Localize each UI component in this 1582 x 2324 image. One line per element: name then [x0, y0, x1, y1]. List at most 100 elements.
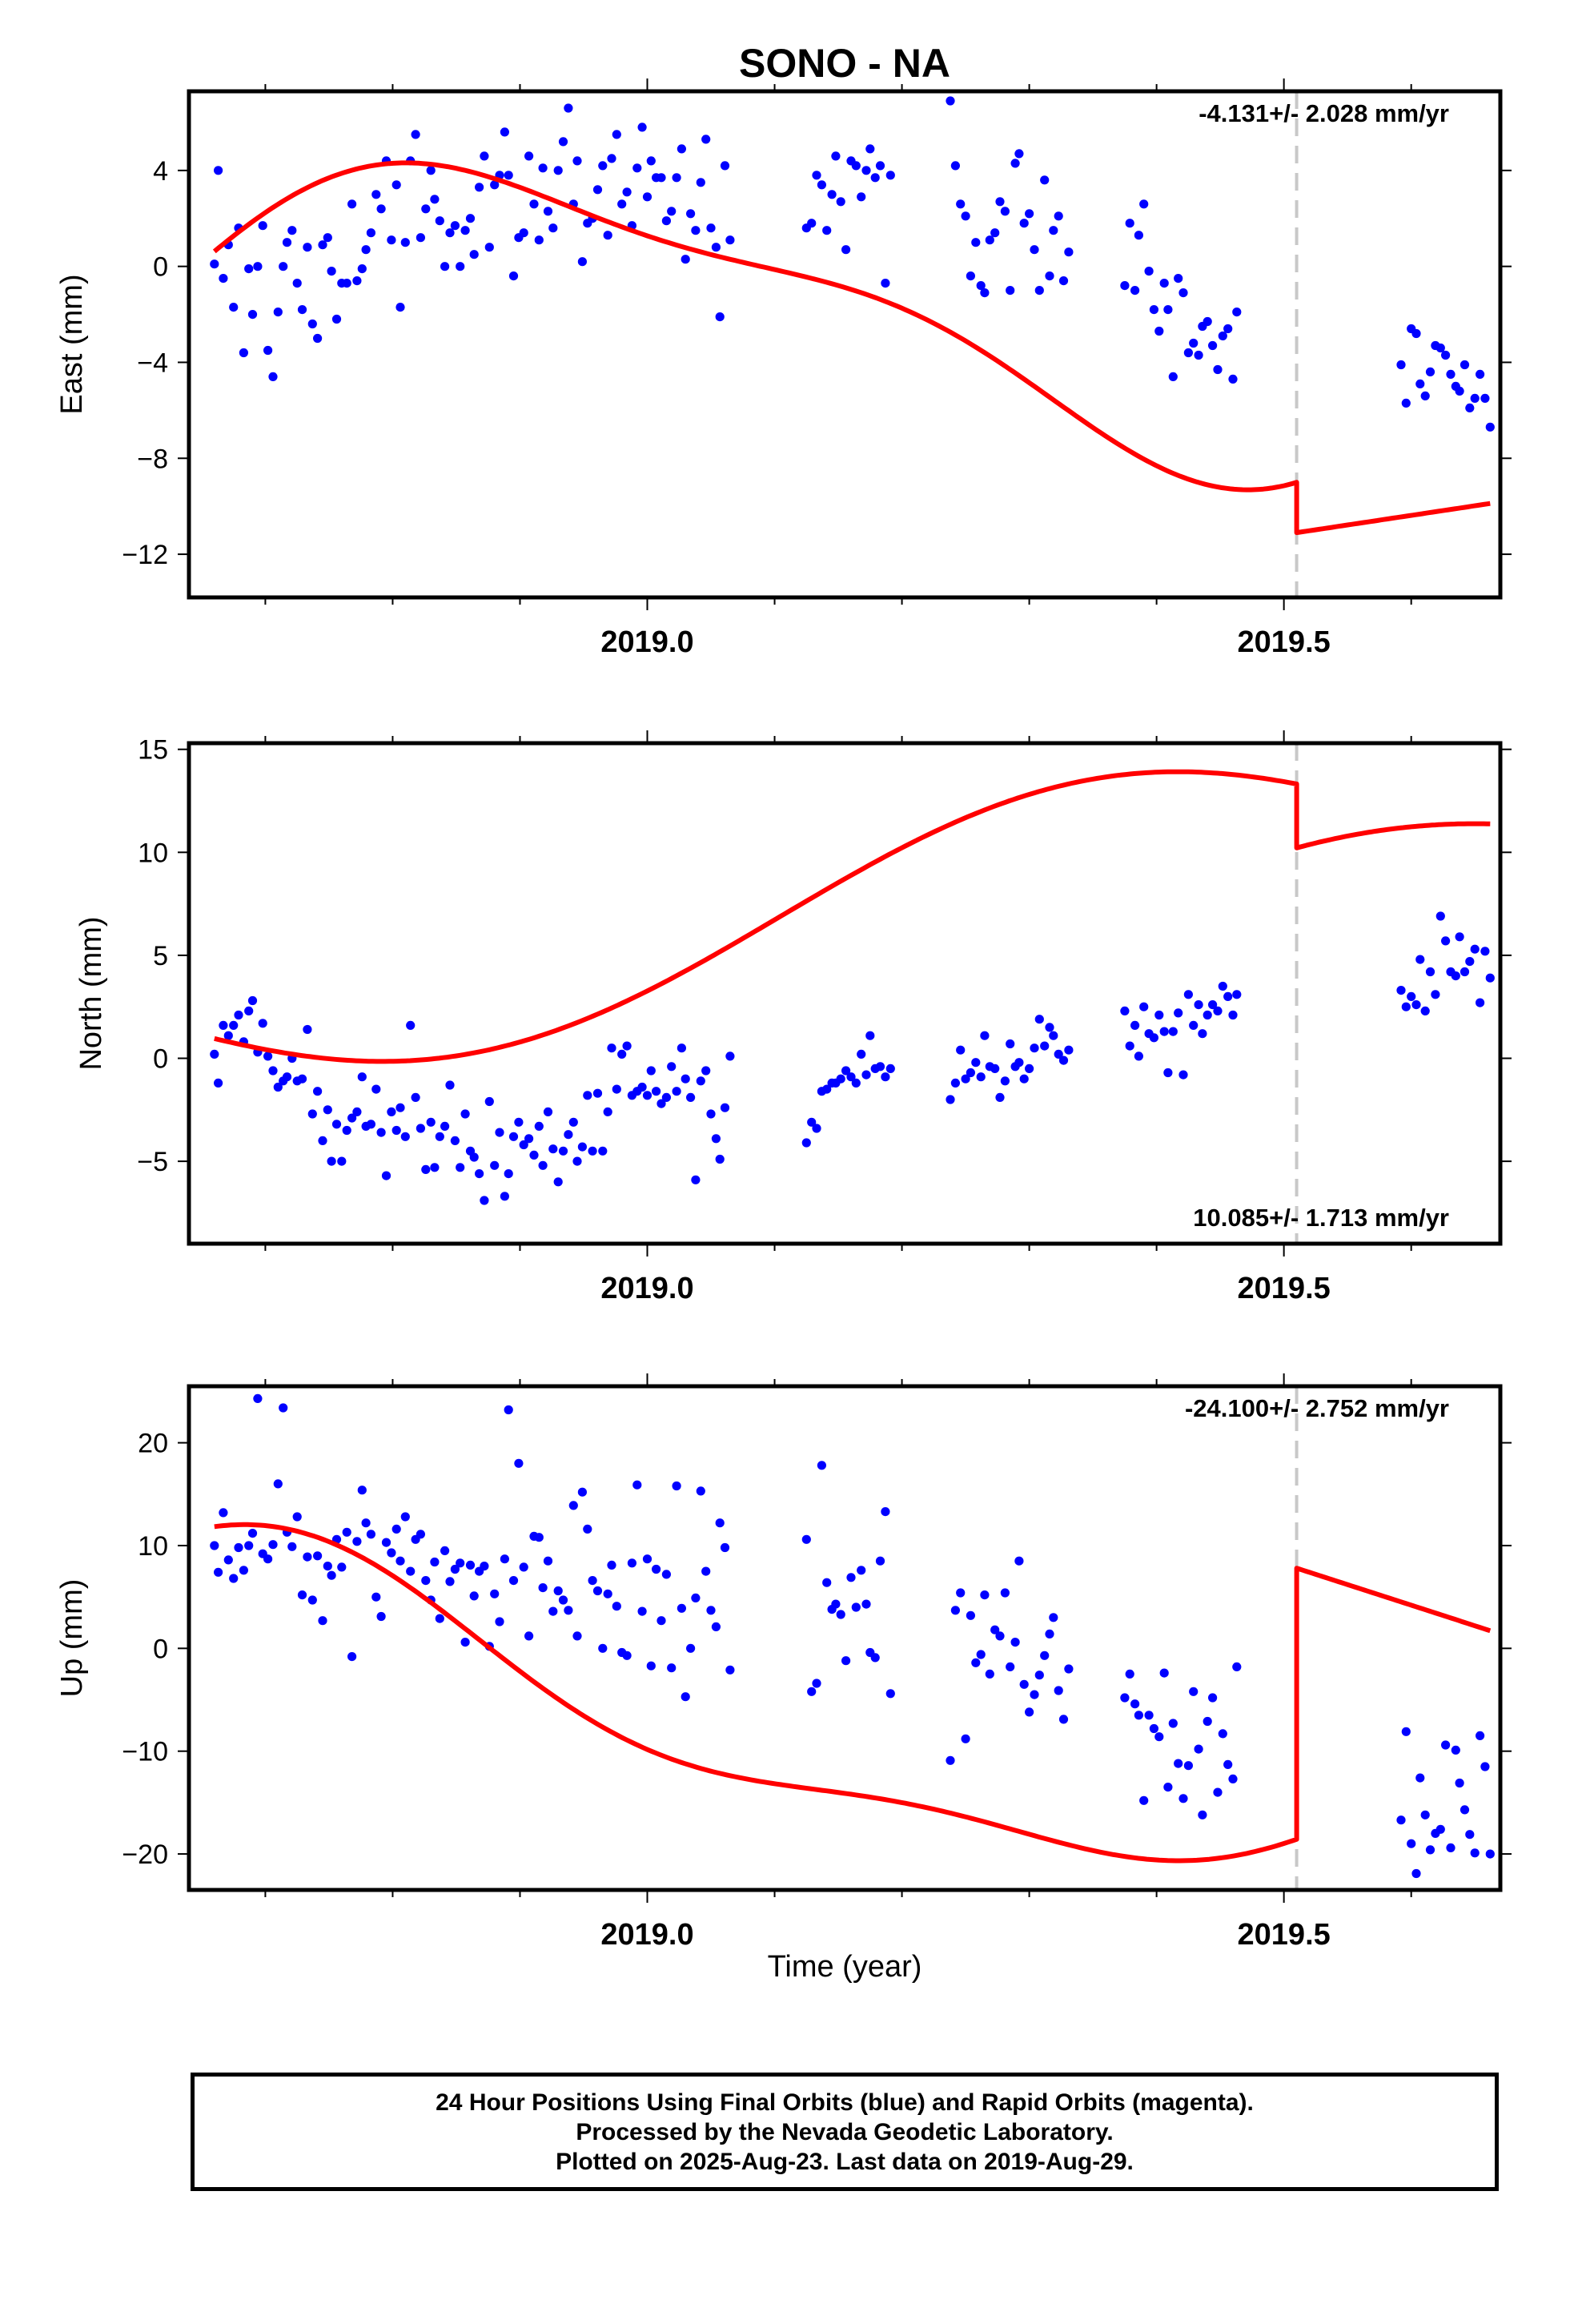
- up-data-point: [323, 1562, 332, 1571]
- north-data-point: [1183, 990, 1193, 999]
- east-model-curve: [212, 160, 1491, 536]
- east-data-point: [881, 279, 890, 288]
- north-data-points: [210, 911, 1495, 1205]
- up-data-point: [1019, 1679, 1029, 1689]
- east-data-point: [1058, 276, 1069, 286]
- north-data-point: [1218, 981, 1227, 991]
- up-data-point: [352, 1537, 362, 1546]
- east-data-point: [279, 262, 288, 271]
- north-data-point: [1441, 936, 1451, 946]
- east-panel: 4 0 −4 −8 −12 2019.0 2019.5 East (mm) -4.131+/- …: [55, 78, 1512, 659]
- north-y-axis-title: North (mm): [74, 916, 108, 1070]
- north-data-point: [1045, 1023, 1054, 1032]
- east-y-axis-title: East (mm): [55, 274, 89, 414]
- north-data-point: [504, 1169, 513, 1179]
- up-data-point: [995, 1631, 1005, 1641]
- north-data-point: [1476, 998, 1485, 1007]
- east-data-point: [1045, 271, 1054, 281]
- east-x-tick-label: 2019.0: [600, 625, 693, 659]
- north-data-point: [1019, 1074, 1029, 1084]
- east-data-point: [475, 183, 484, 192]
- east-data-point: [391, 180, 401, 190]
- north-data-point: [1203, 1010, 1212, 1020]
- east-data-point: [812, 171, 821, 180]
- north-panel: 15 10 5 0 −5 2019.0 2019.5 North (mm) 10.085+/- …: [74, 730, 1512, 1305]
- east-data-point: [1049, 226, 1058, 235]
- up-data-point: [435, 1614, 444, 1623]
- north-data-point: [381, 1171, 391, 1180]
- up-data-point: [440, 1546, 450, 1555]
- up-data-point: [598, 1643, 608, 1653]
- up-data-point: [558, 1595, 568, 1605]
- east-data-point: [376, 204, 386, 214]
- east-data-point: [696, 178, 705, 187]
- east-data-point: [1223, 324, 1233, 334]
- north-data-point: [807, 1117, 817, 1127]
- east-data-point: [966, 271, 975, 281]
- up-data-point: [592, 1586, 603, 1596]
- east-data-point: [292, 279, 302, 288]
- east-data-point: [268, 372, 278, 381]
- east-data-point: [1000, 207, 1010, 216]
- north-data-point: [396, 1103, 405, 1112]
- north-data-point: [347, 1113, 357, 1123]
- up-data-point: [303, 1552, 312, 1562]
- north-data-point: [1064, 1045, 1074, 1055]
- east-data-point: [553, 166, 563, 175]
- east-data-point: [1010, 159, 1020, 168]
- north-data-point: [696, 1076, 705, 1086]
- north-data-point: [715, 1154, 725, 1164]
- north-data-point: [495, 1128, 504, 1137]
- north-data-point: [583, 1091, 592, 1100]
- east-data-point: [865, 144, 875, 154]
- up-data-point: [1174, 1759, 1183, 1768]
- north-data-point: [313, 1087, 323, 1096]
- east-data-point: [465, 214, 476, 223]
- east-data-point: [239, 348, 248, 358]
- east-data-point: [885, 171, 895, 180]
- north-data-point: [1030, 1043, 1039, 1053]
- east-data-point: [253, 262, 263, 271]
- north-data-point: [1006, 1039, 1015, 1049]
- east-data-points: [210, 96, 1495, 432]
- north-data-point: [558, 1146, 568, 1156]
- east-data-point: [667, 207, 677, 216]
- east-data-point: [1006, 286, 1015, 296]
- east-data-point: [307, 319, 317, 329]
- north-data-point: [435, 1132, 444, 1141]
- east-data-point: [534, 235, 544, 245]
- north-data-point: [440, 1121, 450, 1131]
- north-data-point: [1130, 1020, 1140, 1030]
- north-data-point: [572, 1156, 582, 1166]
- north-data-point: [1000, 1076, 1010, 1086]
- up-data-point: [627, 1558, 637, 1568]
- up-data-point: [1030, 1690, 1039, 1699]
- north-data-point: [691, 1175, 701, 1184]
- north-data-point: [366, 1120, 375, 1129]
- up-data-point: [1134, 1711, 1143, 1720]
- east-data-point: [1030, 245, 1039, 255]
- north-data-point: [577, 1142, 588, 1152]
- up-data-point: [980, 1590, 990, 1600]
- north-data-point: [1431, 990, 1440, 999]
- east-data-point: [995, 197, 1005, 207]
- up-data-point: [961, 1734, 970, 1743]
- up-data-point: [701, 1566, 711, 1576]
- up-data-point: [1213, 1787, 1223, 1797]
- up-data-point: [1407, 1839, 1416, 1848]
- north-data-point: [337, 1156, 347, 1166]
- east-data-point: [519, 228, 528, 238]
- north-data-point: [990, 1063, 1000, 1073]
- up-data-point: [857, 1566, 866, 1575]
- north-data-point: [258, 1019, 267, 1028]
- up-rate-label: -24.100+/- 2.752 mm/yr: [1185, 1394, 1449, 1422]
- up-data-point: [416, 1530, 426, 1539]
- up-data-point: [465, 1560, 476, 1570]
- north-data-point: [247, 995, 258, 1006]
- north-data-point: [1411, 1000, 1421, 1010]
- north-data-point: [725, 1051, 735, 1061]
- east-data-point: [490, 180, 500, 190]
- north-data-point: [244, 1006, 254, 1015]
- up-data-point: [807, 1687, 817, 1696]
- up-data-point: [223, 1555, 233, 1565]
